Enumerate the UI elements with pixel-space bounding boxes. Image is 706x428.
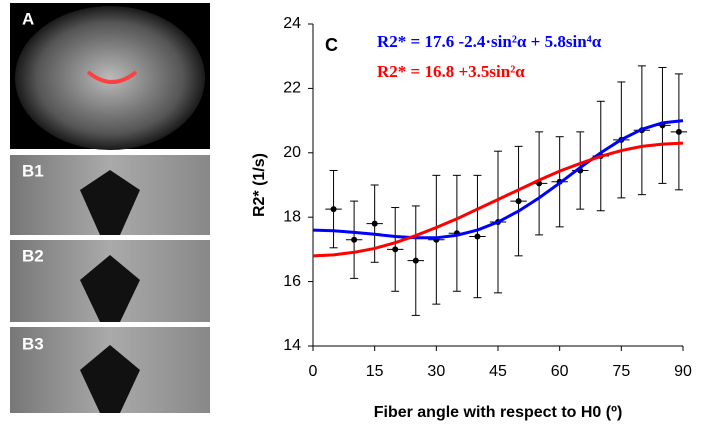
x-tick-label: 15: [366, 363, 384, 380]
y-tick-label: 20: [283, 144, 301, 161]
x-tick-label: 30: [427, 363, 445, 380]
y-tick-label: 14: [283, 337, 301, 354]
panel-label: B2: [22, 246, 44, 265]
panel-label: B3: [22, 334, 44, 353]
y-tick-label: 18: [283, 208, 301, 225]
point: [372, 221, 378, 227]
x-tick-label: 75: [612, 363, 630, 380]
point: [351, 237, 357, 243]
x-tick-label: 0: [309, 363, 318, 380]
y-axis-title: R2* (1/s): [251, 153, 268, 217]
figure: A B1 B2 B3 C Fiber angle with respect to…: [0, 0, 706, 428]
x-tick-label: 60: [551, 363, 569, 380]
point: [392, 246, 398, 252]
panel-label: A: [22, 9, 34, 28]
point: [331, 206, 337, 212]
x-axis-title: Fiber angle with respect to H0 (º): [374, 404, 623, 421]
panel-b: B1 B2 B3: [10, 155, 210, 413]
point: [413, 258, 419, 264]
legend-entry: R2* = 16.8 +3.5sin²α: [377, 62, 525, 81]
point: [474, 234, 480, 240]
y-tick-label: 24: [283, 15, 301, 32]
y-tick-label: 22: [283, 80, 301, 97]
point: [676, 129, 682, 135]
panel-label: C: [325, 35, 338, 55]
point: [516, 198, 522, 204]
x-tick-label: 90: [674, 363, 692, 380]
y-tick-label: 16: [283, 273, 301, 290]
legend-entry: R2* = 17.6 -2.4·sin²α + 5.8sin⁴α: [377, 32, 602, 51]
panel-label: B1: [22, 161, 44, 180]
x-tick-label: 45: [489, 363, 507, 380]
panel-a: A: [10, 3, 210, 150]
